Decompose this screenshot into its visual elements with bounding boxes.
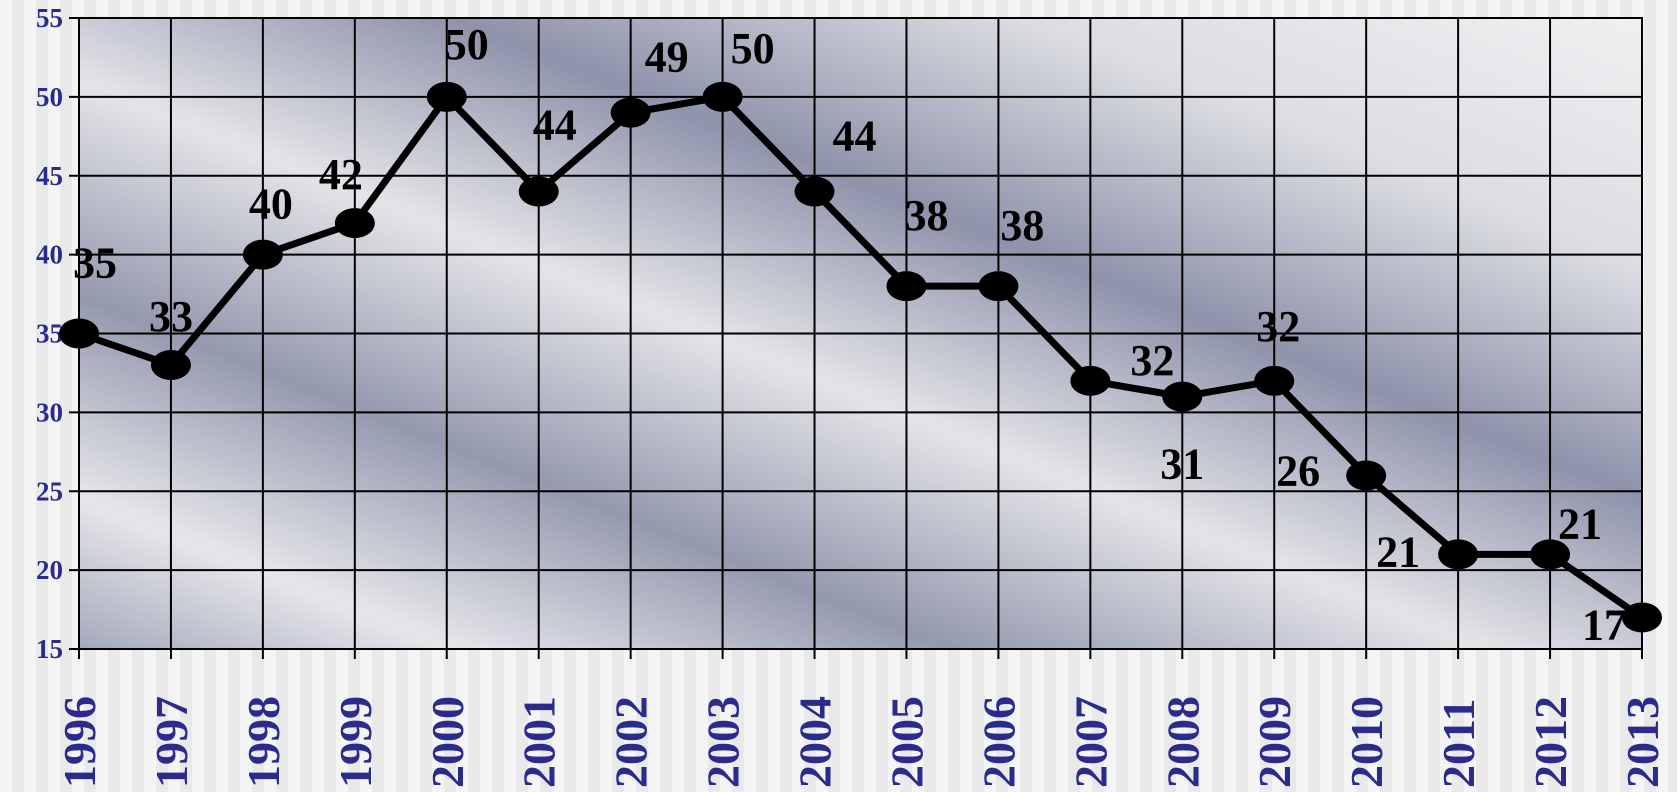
x-tick-label: 1998 — [238, 696, 289, 788]
y-tick-label: 25 — [36, 476, 63, 506]
x-tick-label: 2001 — [514, 696, 565, 788]
data-point-2009 — [1254, 365, 1295, 396]
data-label-2004: 44 — [833, 112, 877, 161]
data-point-1997 — [150, 350, 191, 381]
data-point-1996 — [59, 318, 99, 349]
data-label-2008: 31 — [1160, 440, 1204, 489]
data-point-2013 — [1622, 602, 1662, 633]
data-labels: 35 33 40 42 50 44 49 50 44 38 38 32 31 32 26 21 21 17 — [73, 20, 1626, 650]
x-tick-label: 1999 — [330, 696, 381, 788]
data-point-2012 — [1530, 539, 1571, 570]
data-label-1999: 42 — [319, 150, 363, 199]
x-tick-label: 2013 — [1617, 696, 1668, 788]
data-label-2009: 32 — [1256, 302, 1300, 351]
data-label-2003: 50 — [731, 24, 775, 73]
data-label-2012: 21 — [1558, 499, 1602, 548]
data-point-2004 — [794, 176, 835, 207]
data-point-2002 — [610, 97, 651, 128]
data-label-2010: 26 — [1276, 446, 1320, 495]
data-label-1998: 40 — [249, 180, 293, 229]
data-point-2001 — [518, 176, 559, 207]
x-tick-label: 2007 — [1065, 696, 1116, 788]
y-tick-label: 50 — [36, 82, 63, 112]
x-tick-label: 2005 — [881, 696, 932, 788]
x-tick-label: 2012 — [1525, 696, 1576, 788]
y-tick-label: 30 — [36, 397, 63, 427]
y-tick-label: 35 — [36, 319, 63, 349]
data-point-2010 — [1346, 460, 1387, 491]
data-point-1998 — [242, 239, 283, 270]
x-tick-label: 2002 — [606, 696, 657, 788]
x-tick-label: 2004 — [790, 696, 841, 788]
data-label-2011: 21 — [1376, 527, 1420, 576]
x-tick-label: 2011 — [1433, 699, 1484, 788]
y-tick-label: 45 — [36, 161, 63, 191]
data-label-2006: 38 — [1000, 201, 1044, 250]
x-tick-label: 1996 — [54, 696, 105, 788]
data-label-1996: 35 — [73, 239, 117, 288]
data-point-2011 — [1438, 539, 1479, 570]
data-label-2005: 38 — [904, 191, 948, 240]
data-label-2000: 50 — [445, 20, 489, 69]
x-tick-label: 2009 — [1249, 696, 1300, 788]
data-point-2003 — [702, 81, 743, 112]
data-point-2005 — [886, 271, 927, 302]
y-tick-label: 55 — [36, 3, 63, 33]
data-point-2006 — [978, 271, 1019, 302]
data-label-1997: 33 — [149, 292, 193, 341]
y-axis: 15 20 25 30 35 40 45 50 55 — [36, 3, 79, 664]
x-tick-label: 2003 — [698, 696, 749, 788]
x-tick-label: 2010 — [1341, 696, 1392, 788]
y-tick-label: 20 — [36, 555, 63, 585]
x-tick-label: 2006 — [973, 696, 1024, 788]
data-label-2007: 32 — [1130, 336, 1174, 385]
data-point-1999 — [334, 208, 375, 239]
data-label-2002: 49 — [645, 33, 689, 82]
data-label-2001: 44 — [533, 101, 577, 150]
x-tick-label: 1997 — [146, 696, 197, 788]
y-tick-label: 40 — [36, 240, 63, 270]
data-point-2008 — [1162, 381, 1203, 412]
x-tick-label: 2000 — [422, 696, 473, 788]
data-point-2007 — [1070, 365, 1111, 396]
data-label-2013: 17 — [1582, 600, 1626, 649]
series-line — [59, 81, 1662, 633]
y-tick-label: 15 — [36, 634, 63, 664]
data-point-2000 — [426, 81, 467, 112]
x-tick-label: 2008 — [1157, 696, 1208, 788]
x-axis: 1996 1997 1998 1999 2000 2001 2002 2003 2004 2005… — [54, 649, 1668, 788]
